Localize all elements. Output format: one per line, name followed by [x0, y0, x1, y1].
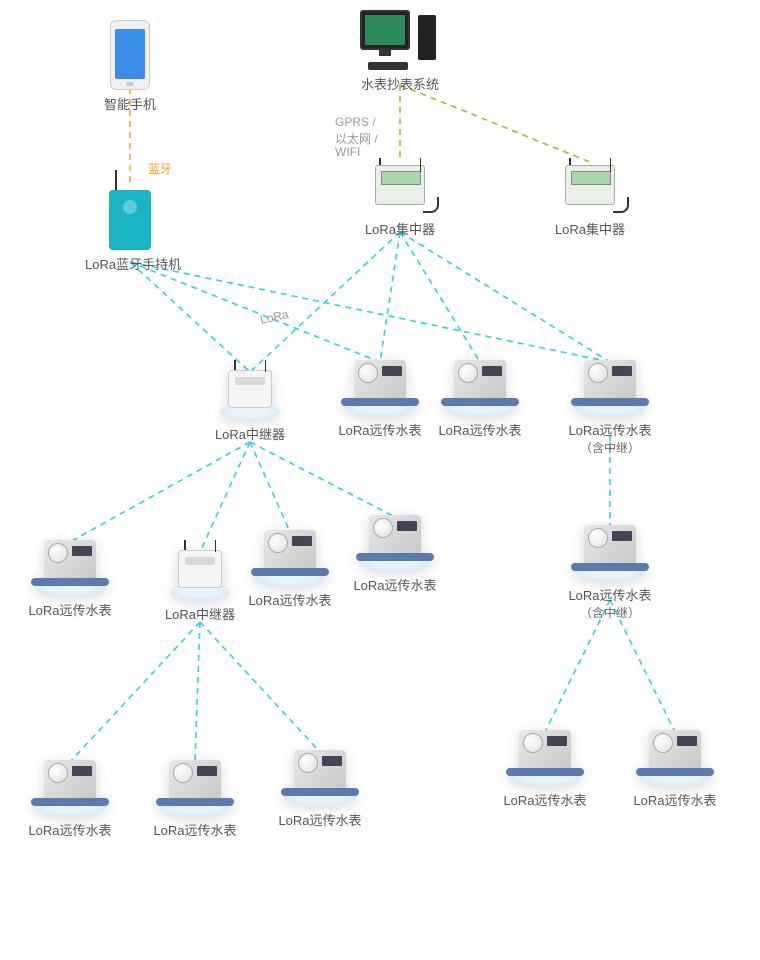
node-meter_d1: LoRa远传水表	[25, 760, 115, 839]
edge	[130, 262, 610, 362]
node-conc2: LoRa集中器	[545, 160, 635, 238]
node-label: LoRa远传水表	[335, 420, 425, 439]
node-meter_b3: LoRa远传水表	[350, 515, 440, 594]
edge	[200, 442, 250, 552]
edge-label: GPRS /	[335, 115, 376, 129]
node-label: LoRa远传水表	[565, 585, 655, 604]
node-handheld: LoRa蓝牙手持机	[85, 190, 175, 273]
edge	[200, 622, 320, 752]
node-conc1: LoRa集中器	[355, 160, 445, 238]
node-meter_b2: LoRa远传水表	[245, 530, 335, 609]
node-repeater1: LoRa中继器	[205, 370, 295, 443]
edge-label: 蓝牙	[148, 160, 172, 177]
node-phone: 智能手机	[85, 20, 175, 113]
node-label: LoRa中继器	[155, 604, 245, 623]
node-meter_b1: LoRa远传水表	[25, 540, 115, 619]
node-meter_d2: LoRa远传水表	[150, 760, 240, 839]
node-label: LoRa远传水表	[25, 600, 115, 619]
node-sublabel: （含中继）	[565, 604, 655, 621]
node-label: 水表抄表系统	[355, 74, 445, 93]
node-label: LoRa远传水表	[25, 820, 115, 839]
edge	[130, 262, 380, 362]
edge	[400, 232, 610, 362]
node-meter_e2: LoRa远传水表	[630, 730, 720, 809]
edge	[380, 232, 400, 362]
edge	[250, 442, 290, 532]
edge	[400, 232, 480, 362]
edge	[250, 232, 400, 372]
edge	[130, 262, 250, 372]
node-label: LoRa中继器	[205, 424, 295, 443]
edge	[250, 442, 395, 517]
node-label: LoRa远传水表	[245, 590, 335, 609]
node-label: LoRa远传水表	[565, 420, 655, 439]
node-label: LoRa远传水表	[150, 820, 240, 839]
node-repeater2: LoRa中继器	[155, 550, 245, 623]
node-label: 智能手机	[85, 94, 175, 113]
node-label: LoRa远传水表	[435, 420, 525, 439]
node-label: LoRa集中器	[545, 219, 635, 238]
node-meter_a2: LoRa远传水表	[435, 360, 525, 439]
node-label: LoRa远传水表	[500, 790, 590, 809]
node-label: LoRa远传水表	[350, 575, 440, 594]
node-meter_c1: LoRa远传水表（含中继）	[565, 525, 655, 621]
node-label: LoRa远传水表	[630, 790, 720, 809]
edge	[400, 85, 590, 162]
edge	[195, 622, 200, 762]
node-label: LoRa蓝牙手持机	[85, 254, 175, 273]
edge-label: LoRa	[259, 307, 290, 327]
node-label: LoRa远传水表	[275, 810, 365, 829]
node-meter_a3: LoRa远传水表（含中继）	[565, 360, 655, 456]
edge-label: WIFI	[335, 145, 360, 159]
node-meter_d3: LoRa远传水表	[275, 750, 365, 829]
node-meter_e1: LoRa远传水表	[500, 730, 590, 809]
node-pc: 水表抄表系统	[355, 10, 445, 93]
edge	[70, 622, 200, 762]
node-sublabel: （含中继）	[565, 439, 655, 456]
node-label: LoRa集中器	[355, 219, 445, 238]
node-meter_a1: LoRa远传水表	[335, 360, 425, 439]
edge	[70, 442, 250, 542]
